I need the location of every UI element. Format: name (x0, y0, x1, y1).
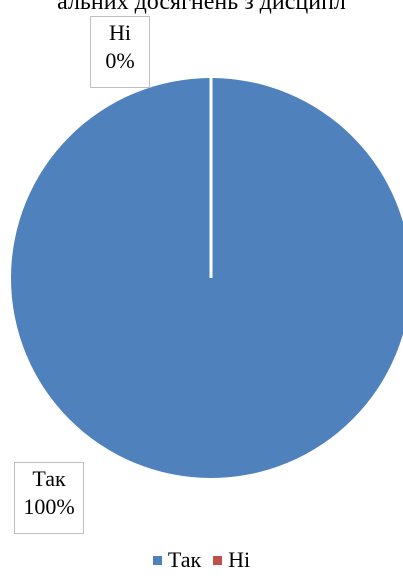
chart-title: альних досягнень з дисципл (57, 0, 346, 15)
data-label-tak-name: Так (32, 466, 66, 491)
data-label-ni: Ні 0% (90, 16, 150, 88)
legend-swatch-ni (213, 555, 223, 565)
data-label-tak-value: 100% (23, 494, 75, 519)
data-label-ni-name: Ні (109, 20, 131, 45)
legend-label-tak: Так (167, 547, 202, 572)
legend-label-ni: Ні (228, 547, 251, 572)
legend-item-ni: Ні (213, 547, 250, 573)
data-label-ni-value: 0% (105, 48, 135, 73)
data-label-tak: Так 100% (14, 462, 84, 534)
legend-swatch-tak (152, 555, 162, 565)
legend-item-tak: Так (152, 547, 202, 573)
legend: Так Ні (0, 547, 403, 573)
pie-slice-tak (11, 78, 403, 478)
